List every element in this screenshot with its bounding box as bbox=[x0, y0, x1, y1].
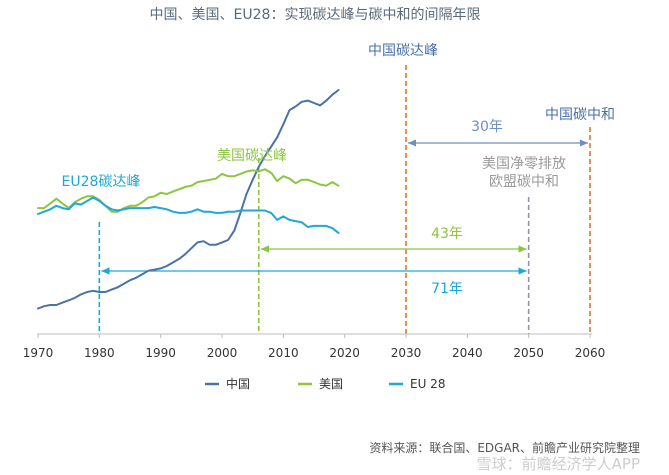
source-note: 资料来源：联合国、EDGAR、前瞻产业研究院整理 bbox=[369, 440, 640, 455]
reference-lines bbox=[98, 65, 591, 334]
watermark: 雪球：前瞻经济学人APP bbox=[477, 455, 640, 473]
series-lines bbox=[37, 89, 340, 310]
reference-label-2006: 美国碳达峰 bbox=[217, 148, 287, 164]
chart-title: 中国、美国、EU28：实现碳达峰与碳中和的间隔年限 bbox=[150, 7, 481, 23]
x-axis-ticks: 1970 1980 1990 2000 2010 2020 2030 2040 2050 2060 bbox=[23, 334, 606, 360]
series-line-1 bbox=[37, 168, 340, 213]
legend-label-2: EU 28 bbox=[410, 377, 445, 391]
x-tick-label: 1980 bbox=[84, 346, 115, 360]
legend-label-0: 中国 bbox=[226, 376, 250, 391]
x-tick-label: 1970 bbox=[23, 346, 54, 360]
reference-label-1980: EU28碳达峰 bbox=[62, 174, 141, 190]
x-tick-label: 2060 bbox=[575, 346, 606, 360]
series-line-2 bbox=[37, 196, 340, 234]
span-label-0: 30年 bbox=[471, 119, 503, 135]
reference-label-2030: 中国碳达峰 bbox=[368, 43, 438, 59]
x-tick-label: 2050 bbox=[513, 346, 544, 360]
span-label-2: 71年 bbox=[431, 281, 463, 297]
reference-label-2050: 美国净零排放 bbox=[482, 156, 566, 172]
x-tick-label: 2010 bbox=[268, 346, 299, 360]
span-label-1: 43年 bbox=[431, 226, 463, 242]
x-tick-label: 1990 bbox=[145, 346, 176, 360]
interval-spans: 30年 43年 71年 bbox=[101, 119, 588, 297]
legend: 中国 美国 EU 28 bbox=[205, 376, 445, 391]
x-tick-label: 2020 bbox=[329, 346, 360, 360]
legend-label-1: 美国 bbox=[319, 377, 343, 391]
x-tick-label: 2030 bbox=[391, 346, 422, 360]
x-tick-label: 2040 bbox=[452, 346, 483, 360]
x-tick-label: 2000 bbox=[207, 346, 238, 360]
reference-label-2060: 中国碳中和 bbox=[545, 107, 615, 123]
series-line-0 bbox=[37, 89, 340, 310]
reference-label-2050: 欧盟碳中和 bbox=[489, 174, 559, 190]
